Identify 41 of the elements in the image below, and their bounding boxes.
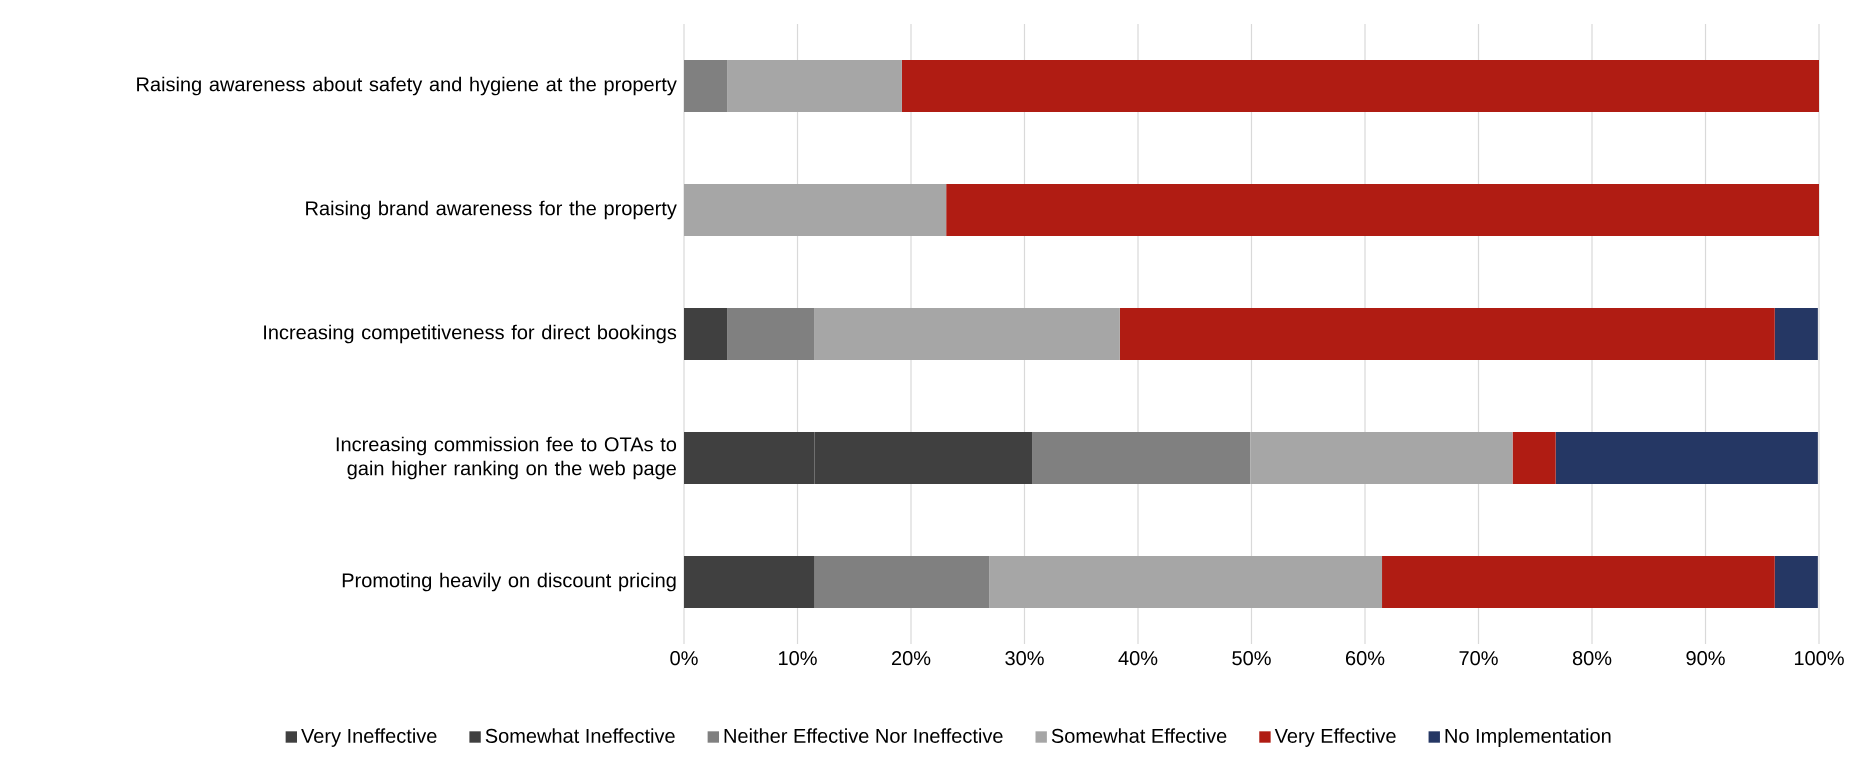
legend-label: Somewhat Ineffective xyxy=(485,728,675,743)
legend-label: No Implementation xyxy=(1445,728,1611,747)
bar xyxy=(814,556,990,609)
bar xyxy=(1555,432,1818,485)
y-tick-label: Raising awareness about safety and hygiene at the property xyxy=(137,76,677,96)
legend-label: Somewhat Effective xyxy=(1051,728,1227,743)
legend-label: Very Effective xyxy=(1274,728,1396,747)
bar xyxy=(684,60,728,113)
bar xyxy=(1382,556,1775,609)
bar xyxy=(814,308,1120,361)
y-tick-label: Increasing competitiveness for direct bookings xyxy=(264,324,677,344)
legend-label: Very Ineffective xyxy=(301,728,437,747)
x-tick-label: 100% xyxy=(1794,651,1844,666)
y-tick-label: Raising brand awareness for the property xyxy=(306,200,677,220)
bar xyxy=(946,184,1819,237)
bar xyxy=(684,308,728,361)
x-tick-label: 40% xyxy=(1118,651,1158,666)
y-tick-label: Promoting heavily on discount pricing xyxy=(342,572,676,592)
bar xyxy=(989,556,1383,609)
x-tick-label: 10% xyxy=(779,651,817,666)
bar xyxy=(1119,308,1775,361)
x-tick-label: 90% xyxy=(1686,651,1725,666)
x-tick-label: 70% xyxy=(1459,651,1498,666)
legend-label: Neither Effective Nor Ineffective xyxy=(724,728,1003,743)
bar xyxy=(1774,556,1818,609)
x-tick-label: 80% xyxy=(1572,651,1612,666)
x-tick-label: 20% xyxy=(891,651,931,666)
bar xyxy=(901,60,1819,113)
bar xyxy=(1512,432,1556,485)
x-tick-label: 30% xyxy=(1005,651,1044,666)
x-tick-label: 0% xyxy=(670,651,698,666)
bar xyxy=(727,60,902,113)
bar xyxy=(1774,308,1818,361)
x-tick-label: 60% xyxy=(1345,651,1385,666)
bar xyxy=(727,308,815,361)
bar xyxy=(684,556,815,609)
x-tick-label: 50% xyxy=(1232,651,1271,666)
bar xyxy=(684,184,947,237)
y-tick-label: Increasing commission fee to OTAs to gain higher ranking on the web page xyxy=(336,436,677,480)
bar xyxy=(1250,432,1513,485)
bar xyxy=(1032,432,1251,485)
